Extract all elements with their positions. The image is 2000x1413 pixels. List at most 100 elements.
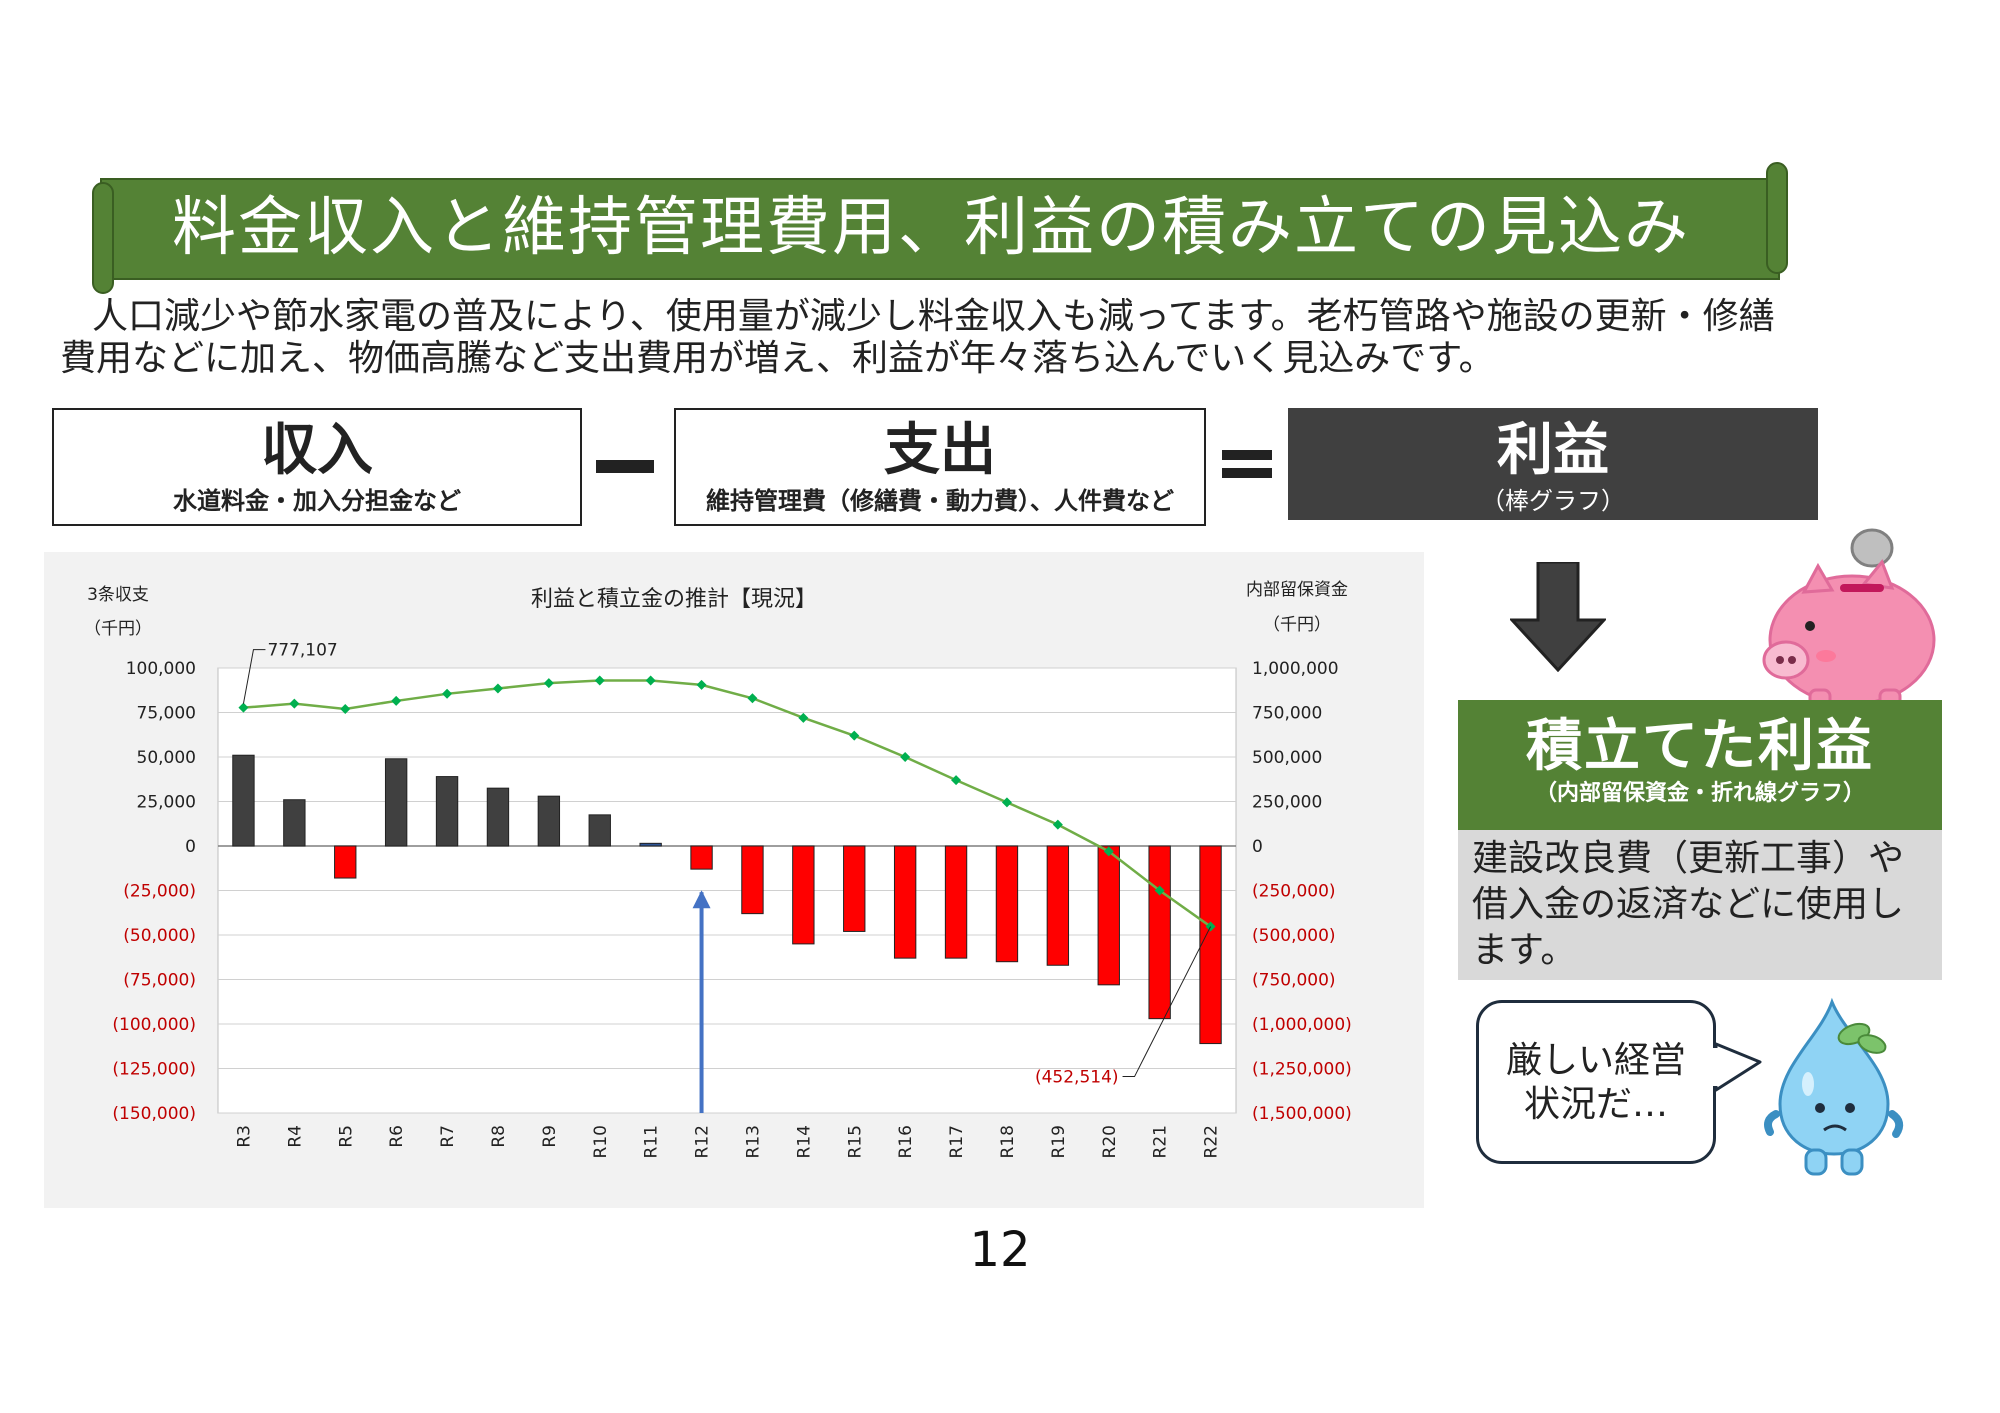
reserve-marker [798,712,809,723]
profit-bar [1148,845,1171,1020]
water-drop-mascot-icon [1764,997,1904,1176]
profit-bar [232,754,255,847]
reserve-marker [900,752,911,762]
y-left-tick-label: 50,000 [137,748,196,768]
x-tick-label: R15 [845,1125,865,1158]
x-tick-label: R18 [998,1125,1018,1158]
banner-background [100,178,1780,280]
equals-sign-bottom [1222,468,1272,478]
banner-left-curl [92,182,114,294]
piggy-bank-icon [1762,528,1936,714]
last-annotation-leader [1122,926,1211,1078]
profit-bar [486,787,510,847]
profit-bar [639,842,662,847]
x-tick-label: R4 [285,1125,305,1148]
profit-bar [435,776,459,847]
reserve-sub: （内部留保資金・折れ線グラフ） [1534,781,1865,806]
reserve-marker [696,679,707,690]
y-left-tick-label: (100,000) [112,1015,196,1035]
reserve-marker [951,775,962,786]
y-left-tick-label: 100,000 [126,659,196,679]
last-value-label: (452,514) [1035,1068,1119,1088]
y-right-tick-label: 750,000 [1252,704,1322,724]
profit-bar [792,845,815,945]
y-left-tick-label: (150,000) [112,1104,196,1124]
y-left-tick-label: 75,000 [137,704,196,724]
page-title: 料金収入と維持管理費用、利益の積み立ての見込み [172,191,1690,265]
x-tick-label: R12 [693,1125,713,1158]
x-tick-label: R17 [947,1125,967,1158]
bubble-line-1: 厳しい経営 [1505,1040,1686,1081]
x-tick-label: R22 [1202,1125,1222,1158]
x-tick-label: R11 [642,1125,662,1158]
x-tick-label: R9 [540,1125,560,1148]
profit-bar [537,795,561,847]
first-value-label: 777,107 [267,641,337,661]
x-tick-label: R8 [489,1125,509,1148]
y-right-tick-label: (1,000,000) [1252,1015,1352,1035]
profit-title: 利益 [1497,418,1609,483]
bubble-line-2: 状況だ… [1523,1084,1668,1125]
y-right-tick-label: (750,000) [1252,971,1336,991]
reserve-marker [543,678,554,689]
reserve-marker [1001,797,1012,808]
reserve-marker [1103,846,1114,857]
first-annotation-leader [242,649,266,704]
profit-bar [334,845,357,879]
y-left-tick-label: (125,000) [112,1060,196,1080]
reserve-description: 建設改良費（更新工事）や借入金の返済などに使用します。 [1458,830,1942,980]
x-tick-label: R7 [438,1125,458,1148]
x-tick-label: R16 [896,1125,916,1158]
profit-bar [995,845,1019,963]
speech-bubble: 厳しい経営 状況だ… [1476,1000,1716,1164]
reserve-marker [238,702,249,713]
equals-sign-top [1222,450,1272,460]
reserve-marker [492,683,503,694]
profit-sub: （棒グラフ） [1481,487,1625,515]
reserve-marker [594,675,605,686]
lead-text: 人口減少や節水家電の普及により、使用量が減少し料金収入も減ってます。老朽管路や施… [60,296,1880,380]
reserve-marker [289,698,300,709]
profit-bar [741,845,764,915]
income-box: 収入 水道料金・加入分担金など [52,408,582,526]
reserve-title: 積立てた利益 [1526,714,1874,779]
y-right-tick-label: (250,000) [1252,882,1336,902]
reserve-marker [340,703,351,714]
x-tick-label: R20 [1100,1125,1120,1158]
y-left-tick-label: 0 [185,837,196,857]
profit-bar [944,845,968,959]
reserve-box: 積立てた利益 （内部留保資金・折れ線グラフ） [1458,700,1942,830]
right-axis-label-2: （千円） [1263,615,1331,635]
profit-bar [690,845,713,870]
profit-bar [1097,845,1120,986]
x-tick-label: R21 [1151,1125,1171,1158]
title-banner: 料金収入と維持管理費用、利益の積み立ての見込み [92,162,1788,294]
x-tick-label: R10 [591,1125,611,1158]
profit-bar [893,845,917,959]
profit-bar [588,814,611,847]
right-axis-label-1: 内部留保資金 [1246,580,1348,600]
reserve-marker [1154,885,1165,896]
reserve-marker [849,730,860,741]
banner-right-curl [1766,162,1788,274]
lead-line-1: 人口減少や節水家電の普及により、使用量が減少し料金収入も減ってます。老朽管路や施… [92,296,1775,337]
expense-title: 支出 [884,418,996,483]
profit-box: 利益 （棒グラフ） [1288,408,1818,520]
profit-bar [1199,845,1222,1045]
down-arrow-icon [1510,562,1606,672]
left-axis-label-2: （千円） [84,619,152,639]
y-right-tick-label: 0 [1252,837,1263,857]
reserve-marker [1052,819,1063,830]
x-tick-label: R14 [794,1125,814,1158]
y-left-tick-label: (75,000) [123,971,196,991]
reserve-marker [391,695,402,706]
expense-sub: 維持管理費（修繕費・動力費）、人件費など [706,487,1174,515]
y-left-tick-label: (50,000) [123,926,196,946]
current-year-arrow-head [692,890,711,909]
y-right-tick-label: 1,000,000 [1252,659,1339,679]
expense-box: 支出 維持管理費（修繕費・動力費）、人件費など [674,408,1206,526]
x-tick-label: R6 [387,1125,407,1148]
lead-line-2: 費用などに加え、物価高騰など支出費用が増え、利益が年々落ち込んでいく見込みです。 [60,338,1495,379]
profit-reserve-chart: 100,000 1,000,000 75,000 750,000 50,000 500,0… [84,580,1352,1158]
chart-title: 利益と積立金の推計【現況】 [531,587,817,612]
